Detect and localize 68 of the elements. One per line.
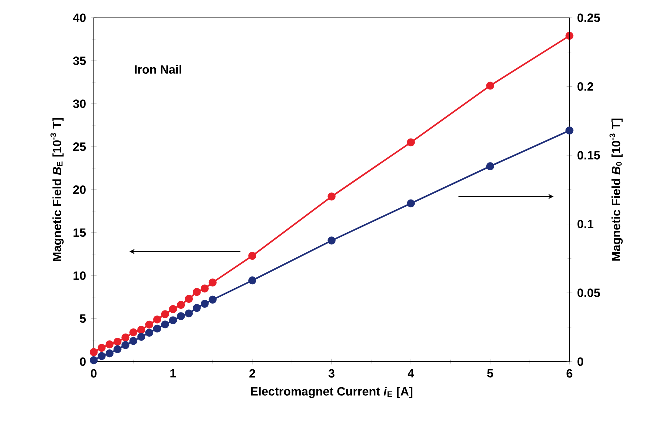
y-tick-label: 5 [80, 314, 86, 323]
point [98, 344, 106, 352]
point [177, 300, 186, 309]
point [114, 338, 122, 346]
point [130, 336, 138, 345]
y2-tick-label: 0.1 [578, 220, 594, 228]
point [328, 192, 336, 201]
y-tick-label: 35 [73, 56, 86, 65]
point [106, 340, 114, 348]
y2-tick-label: 0.15 [578, 151, 600, 160]
x-tick-label: 5 [487, 369, 494, 378]
point [153, 315, 162, 324]
point [486, 162, 494, 170]
point [193, 304, 202, 312]
point [200, 300, 209, 308]
x-tick-label: 3 [328, 369, 335, 378]
point [138, 332, 146, 341]
point [407, 199, 416, 208]
point [328, 236, 336, 245]
point [130, 328, 138, 336]
point [566, 126, 574, 135]
x-tick-label: 0 [91, 369, 97, 378]
point [122, 341, 130, 350]
y-tick-label: 30 [73, 99, 86, 108]
point [145, 328, 154, 337]
point [248, 276, 257, 284]
point [138, 326, 146, 334]
point [153, 324, 162, 333]
point [208, 296, 217, 304]
point [161, 310, 170, 318]
point [185, 309, 194, 318]
y2-tick-label: 0.2 [578, 82, 594, 91]
point [566, 32, 574, 40]
point [208, 278, 217, 287]
point [169, 305, 178, 314]
x-tick-label: 6 [566, 369, 573, 378]
y-tick-label: 15 [74, 228, 86, 237]
x-tick-label: 1 [170, 369, 176, 378]
y-tick-label: 40 [73, 14, 86, 22]
y-tick-label: 10 [74, 271, 86, 280]
point [145, 320, 154, 329]
point [98, 352, 106, 360]
y2-axis-title: Magnetic Field B$_{0}$ [10$^{-3}$ T] [610, 118, 623, 261]
y-tick-label: 25 [73, 142, 86, 151]
y-axis-title: Magnetic Field B$_{E}$ [10$^{-3}$ T] [50, 118, 64, 262]
point [161, 320, 170, 328]
y-tick-label: 0 [80, 357, 86, 366]
x-tick-label: 4 [408, 369, 414, 378]
y2-tick-label: 0 [578, 357, 584, 366]
point [177, 312, 186, 320]
y-tick-label: 20 [73, 185, 86, 194]
point [90, 348, 98, 356]
x-tick-label: 2 [250, 369, 256, 378]
point [185, 294, 194, 303]
point [114, 345, 122, 354]
y2-tick-label: 0.05 [578, 288, 600, 298]
point [407, 138, 416, 146]
x-axis-title: Electromagnet Current i$_{E}$ [A] [251, 386, 413, 398]
point [122, 334, 130, 342]
point [486, 82, 494, 90]
point [169, 316, 178, 324]
point [200, 284, 209, 293]
annotation: Iron Nail [135, 64, 182, 74]
point [90, 356, 98, 364]
point [248, 252, 257, 260]
point [106, 349, 114, 358]
point [193, 288, 202, 296]
y2-tick-label: 0.25 [578, 14, 600, 22]
